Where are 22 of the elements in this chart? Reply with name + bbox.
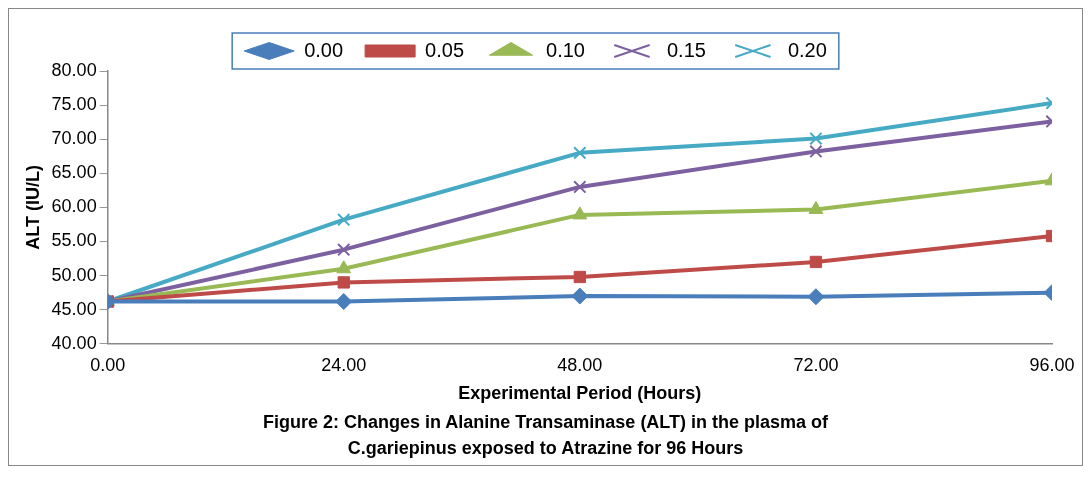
y-tick-label: 75.00 xyxy=(51,94,97,115)
y-tick-label: 55.00 xyxy=(51,230,97,251)
x-tick-label: 0.00 xyxy=(90,354,126,375)
x-tick-label: 96.00 xyxy=(1029,354,1075,375)
legend-label: 0.10 xyxy=(546,38,585,61)
x-tick-label: 48.00 xyxy=(557,354,603,375)
y-tick-label: 50.00 xyxy=(51,264,97,285)
x-tick-label: 72.00 xyxy=(793,354,839,375)
y-axis-title: ALT (IU/L) xyxy=(22,165,43,250)
y-tick-label: 45.00 xyxy=(51,298,97,319)
y-tick-label: 80.00 xyxy=(51,59,97,80)
y-tick-label: 60.00 xyxy=(51,196,97,217)
text: Figure 2: Changes in Alanine Transaminase (ALT) in the plasma of C.gariepinus exposed to Atrazine for 96 Hours xyxy=(261,411,830,460)
legend-label: 0.00 xyxy=(304,38,344,61)
y-tick-label: 65.00 xyxy=(51,162,97,183)
x-axis-title: Experimental Period (Hours) xyxy=(458,383,702,404)
legend-label: 0.15 xyxy=(666,38,706,61)
x-tick-label: 24.00 xyxy=(321,354,367,375)
legend-label: 0.05 xyxy=(425,38,465,61)
y-tick-label: 40.00 xyxy=(51,332,97,353)
y-tick-label: 70.00 xyxy=(51,128,97,149)
legend-label: 0.20 xyxy=(787,38,827,61)
